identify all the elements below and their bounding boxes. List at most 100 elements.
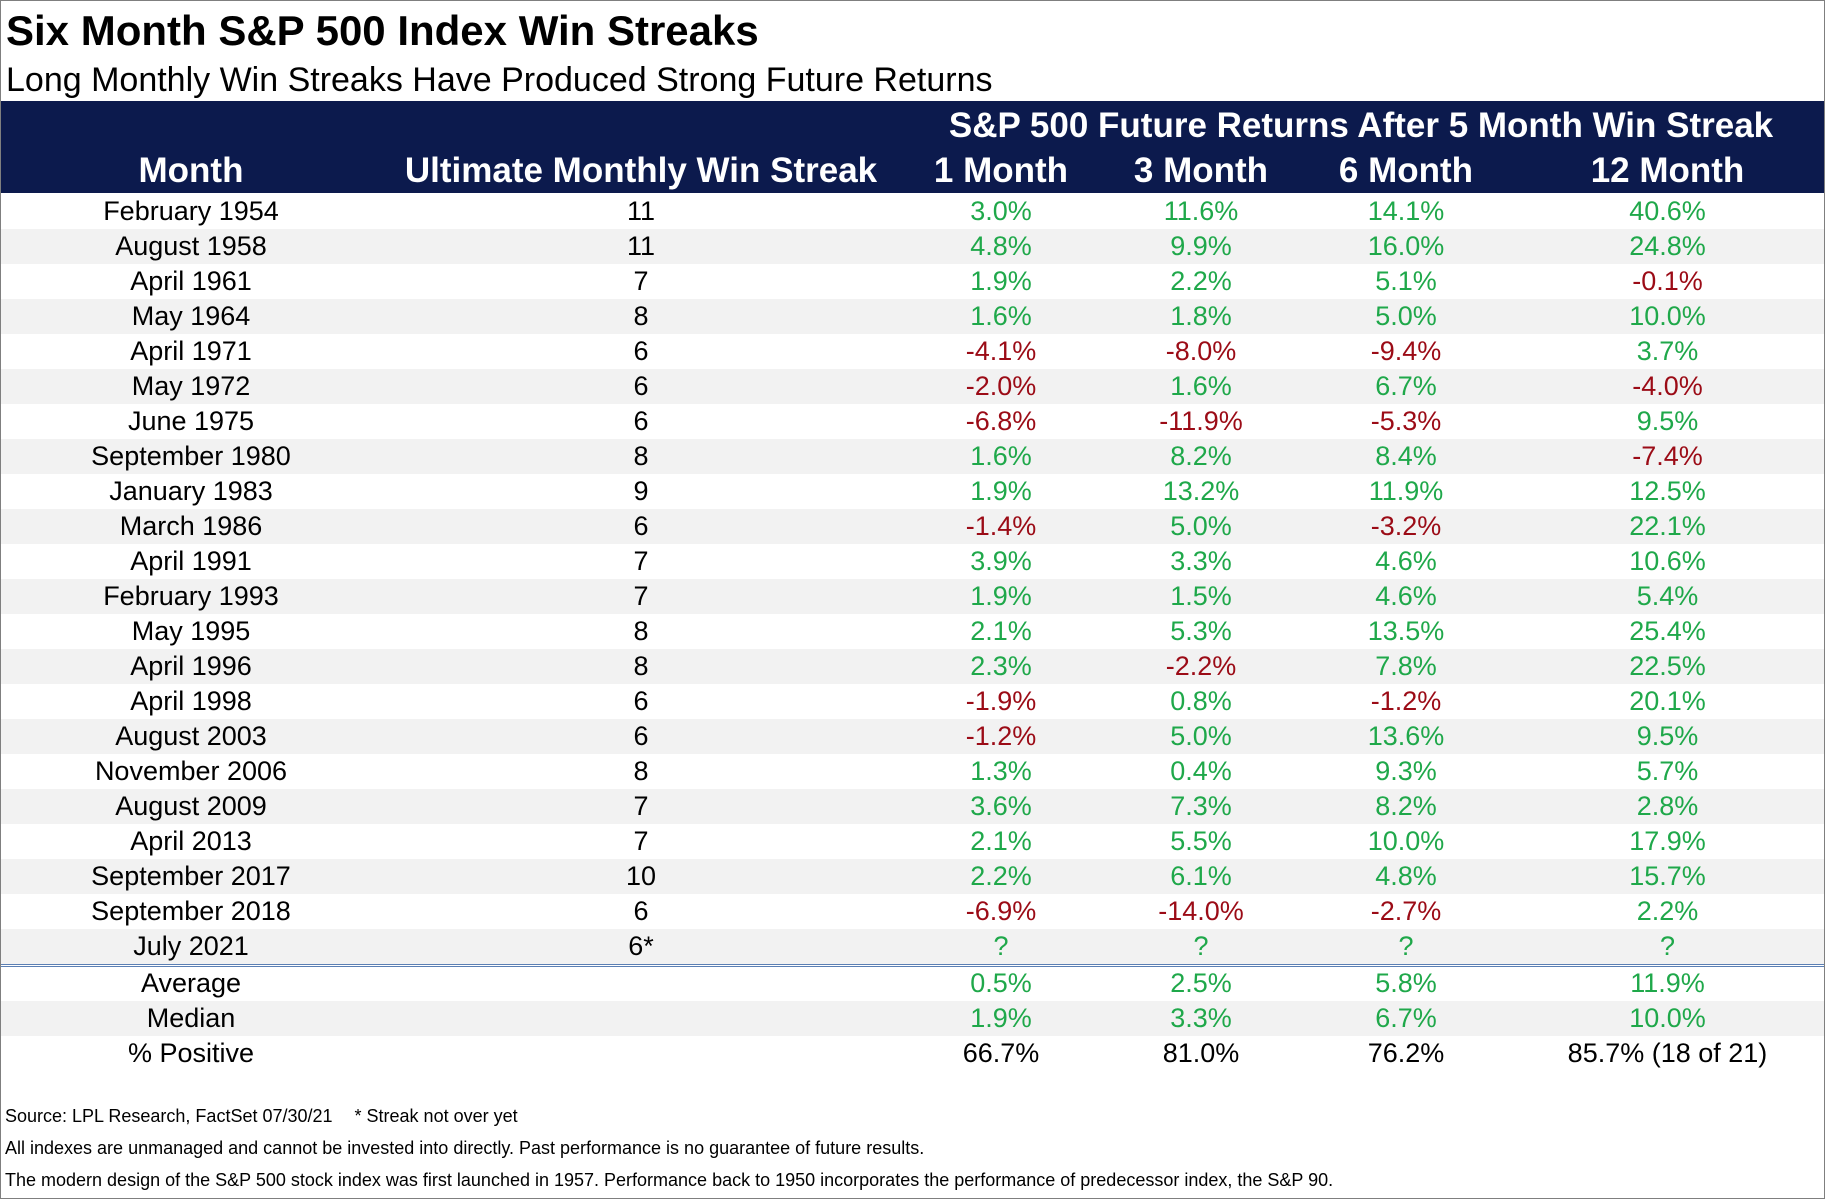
table-row: April 2013 7 2.1% 5.5% 10.0% 17.9% [1, 824, 1824, 859]
table-cell: 9.9% [1170, 231, 1232, 261]
table-cell [381, 966, 901, 1001]
table-cell: 2.2% [970, 861, 1032, 891]
table-cell: 6 [633, 686, 649, 716]
table-cell: 13.6% [1367, 721, 1445, 751]
table-cell: 24.8% [1629, 231, 1706, 261]
table-cell: -2.7% [1370, 896, 1442, 926]
table-row: March 1986 6 -1.4% 5.0% -3.2% 22.1% [1, 509, 1824, 544]
table-cell: 10.0% [1629, 1003, 1706, 1033]
table-cell: August 2003 [115, 721, 267, 751]
table-cell: -7.4% [1632, 441, 1703, 471]
table-cell: April 1971 [130, 336, 252, 366]
table-cell: 10 [625, 861, 657, 891]
table-cell: 3.6% [970, 791, 1032, 821]
table-body: February 1954 11 3.0% 11.6% 14.1% 40.6% August… [1, 194, 1824, 964]
table-cell: 9.5% [1636, 406, 1699, 436]
table-cell: 5.8% [1375, 968, 1437, 998]
table-cell: 9.3% [1375, 756, 1437, 786]
table-cell: 0.8% [1170, 686, 1232, 716]
table-cell: 4.6% [1375, 581, 1437, 611]
summary-row: Median 1.9% 3.3% 6.7% 10.0% [1, 1001, 1824, 1036]
table-cell: 5.0% [1375, 301, 1437, 331]
table-cell: 9 [633, 476, 649, 506]
table-cell: February 1954 [103, 196, 279, 226]
table-row: May 1995 8 2.1% 5.3% 13.5% 25.4% [1, 614, 1824, 649]
summary-row: Average 0.5% 2.5% 5.8% 11.9% [1, 966, 1824, 1001]
table-cell: 4.8% [970, 231, 1032, 261]
table-cell: 0.5% [970, 968, 1032, 998]
table-cell: 5.1% [1375, 266, 1437, 296]
table-cell: 13.5% [1367, 616, 1445, 646]
table-cell: April 1991 [130, 546, 252, 576]
summary-row: % Positive 66.7% 81.0% 76.2% 85.7% (18 of 21… [1, 1036, 1824, 1071]
table-row: September 2018 6 -6.9% -14.0% -2.7% 2.2% [1, 894, 1824, 929]
table-cell: -6.8% [965, 406, 1037, 436]
table-row: January 1983 9 1.9% 13.2% 11.9% 12.5% [1, 474, 1824, 509]
table-cell: 14.1% [1367, 196, 1445, 226]
table-cell: 1.9% [970, 581, 1032, 611]
table-cell: ? [1193, 931, 1209, 961]
table-row: August 2009 7 3.6% 7.3% 8.2% 2.8% [1, 789, 1824, 824]
table-cell: ? [1659, 931, 1676, 961]
column-header-6-month: 6 Month [1338, 151, 1474, 190]
page-subtitle: Long Monthly Win Streaks Have Produced S… [6, 61, 993, 99]
table-row: August 2003 6 -1.2% 5.0% 13.6% 9.5% [1, 719, 1824, 754]
table-cell: January 1983 [109, 476, 273, 506]
footer-source-line: Source: LPL Research, FactSet 07/30/21 * … [5, 1104, 518, 1128]
table-cell: 6 [633, 511, 649, 541]
table-cell: 8 [633, 651, 649, 681]
table-cell: -1.2% [965, 721, 1037, 751]
footer-source: Source: LPL Research, FactSet 07/30/21 [5, 1106, 333, 1126]
table-cell: 3.0% [970, 196, 1032, 226]
table-cell: August 1958 [115, 231, 267, 261]
table-cell: 40.6% [1629, 196, 1706, 226]
table-cell: 10.0% [1629, 301, 1706, 331]
table-cell: -2.0% [965, 371, 1037, 401]
table-cell: -2.2% [1165, 651, 1237, 681]
table-cell: 11.9% [1630, 968, 1705, 998]
table-cell: September 1980 [91, 441, 291, 471]
footer-note: * Streak not over yet [354, 1106, 518, 1126]
table-cell: 5.4% [1636, 581, 1699, 611]
table-cell: 8 [633, 756, 649, 786]
table-cell: 7 [633, 826, 649, 856]
table-cell: May 1972 [131, 371, 251, 401]
table-cell: April 2013 [130, 826, 252, 856]
table-cell: May 1964 [131, 301, 251, 331]
table-row: September 1980 8 1.6% 8.2% 8.4% -7.4% [1, 439, 1824, 474]
table-cell: Average [140, 968, 242, 998]
column-header-12-month: 12 Month [1590, 151, 1745, 190]
table-cell: February 1993 [103, 581, 279, 611]
table-cell: 1.3% [970, 756, 1032, 786]
table-cell: 1.8% [1170, 301, 1232, 331]
page-title: Six Month S&P 500 Index Win Streaks [6, 7, 759, 54]
table-cell: 8.2% [1375, 791, 1437, 821]
table-cell: 85.7% (18 of 21) [1567, 1038, 1768, 1068]
table-cell: -11.9% [1159, 406, 1243, 436]
table-cell: % Positive [127, 1038, 255, 1068]
table-row: February 1993 7 1.9% 1.5% 4.6% 5.4% [1, 579, 1824, 614]
table-cell: 6 [633, 721, 649, 751]
table-cell: 3.3% [1170, 1003, 1232, 1033]
table-cell: November 2006 [94, 756, 288, 786]
table-cell: -6.9% [965, 896, 1037, 926]
column-header-win-streak: Ultimate Monthly Win Streak [404, 151, 878, 190]
table-cell: 16.0% [1367, 231, 1445, 261]
table-cell: 2.2% [1170, 266, 1232, 296]
table-cell: Median [146, 1003, 236, 1033]
table-cell: March 1986 [119, 511, 263, 541]
table-row: November 2006 8 1.3% 0.4% 9.3% 5.7% [1, 754, 1824, 789]
table-cell: 0.4% [1170, 756, 1232, 786]
table-cell: -1.9% [965, 686, 1037, 716]
table-cell: 2.1% [970, 616, 1032, 646]
table-cell: 7 [633, 546, 649, 576]
table-cell: 8.2% [1170, 441, 1232, 471]
table-row: July 2021 6*???? [1, 929, 1824, 964]
table-cell: 2.3% [970, 651, 1032, 681]
table-cell: 10.0% [1367, 826, 1445, 856]
table-cell: 5.7% [1636, 756, 1699, 786]
table-row: April 1991 7 3.9% 3.3% 4.6% 10.6% [1, 544, 1824, 579]
table-cell: 1.6% [970, 301, 1032, 331]
table-cell: 13.2% [1162, 476, 1240, 506]
table-cell: 8 [633, 616, 649, 646]
